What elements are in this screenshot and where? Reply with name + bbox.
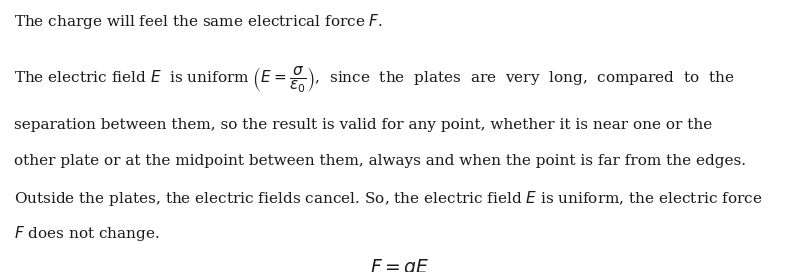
Text: other plate or at the midpoint between them, always and when the point is far fr: other plate or at the midpoint between t… (14, 154, 746, 168)
Text: separation between them, so the result is valid for any point, whether it is nea: separation between them, so the result i… (14, 118, 712, 132)
Text: $F = qE$: $F = qE$ (370, 257, 430, 272)
Text: Outside the plates, the electric fields cancel. So, the electric field $E$ is un: Outside the plates, the electric fields … (14, 189, 762, 208)
Text: The charge will feel the same electrical force $F$.: The charge will feel the same electrical… (14, 12, 382, 31)
Text: The electric field $E$  is uniform $\left(E = \dfrac{\sigma}{\varepsilon_0}\righ: The electric field $E$ is uniform $\left… (14, 65, 734, 95)
Text: $F$ does not change.: $F$ does not change. (14, 224, 159, 243)
